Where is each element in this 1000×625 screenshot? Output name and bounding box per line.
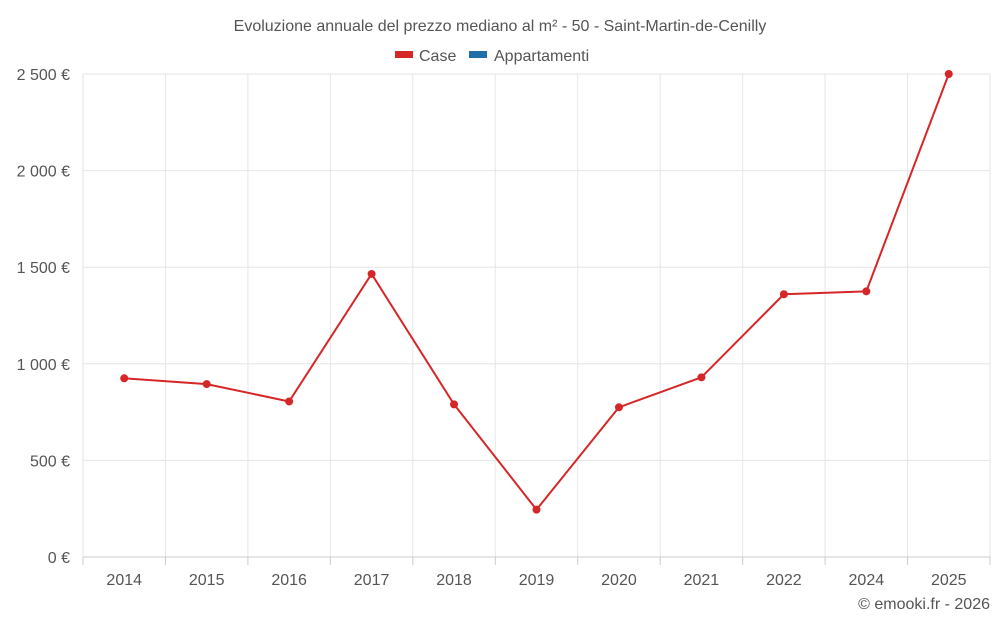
legend-label-case: Case (419, 48, 456, 65)
grid-y (83, 73, 990, 461)
legend-item-case[interactable]: Case (395, 48, 456, 65)
data-point[interactable] (862, 287, 871, 296)
x-tick-label: 2016 (271, 572, 307, 589)
chart-title: Evoluzione annuale del prezzo mediano al… (234, 18, 767, 35)
data-point[interactable] (614, 403, 623, 412)
y-tick-label: 0 € (48, 550, 70, 567)
x-tick-label: 2022 (766, 572, 802, 589)
y-tick-label: 2 500 € (17, 67, 70, 84)
x-tick-label: 2021 (684, 572, 720, 589)
x-tick-label: 2017 (354, 572, 390, 589)
legend-swatch-case (395, 51, 413, 58)
data-point[interactable] (450, 400, 459, 409)
series-points (120, 70, 953, 514)
data-point[interactable] (202, 380, 211, 389)
y-tick-label: 1 500 € (17, 260, 70, 277)
legend-swatch-appartamenti (469, 51, 487, 58)
y-tick-label: 2 000 € (17, 164, 70, 181)
data-point[interactable] (779, 290, 788, 299)
data-point[interactable] (532, 505, 541, 514)
x-tick-label: 2019 (519, 572, 555, 589)
y-axis-labels: 0 € 500 € 1 000 € 1 500 € 2 000 € 2 500 € (17, 67, 70, 567)
x-tick-label: 2018 (436, 572, 472, 589)
data-point[interactable] (285, 397, 294, 406)
legend: Case Appartamenti (395, 48, 589, 65)
legend-item-appartamenti[interactable]: Appartamenti (469, 48, 589, 65)
x-tick-label: 2024 (849, 572, 885, 589)
x-tick-label: 2014 (106, 572, 142, 589)
x-tick-label: 2015 (189, 572, 225, 589)
y-tick-label: 500 € (30, 453, 70, 470)
credit-text: © emooki.fr - 2026 (858, 596, 990, 613)
grid-x (82, 74, 991, 565)
data-point[interactable] (120, 374, 129, 383)
data-point[interactable] (697, 373, 706, 382)
x-axis-labels: 2014 2015 2016 2017 2018 2019 2020 2021 2022 2024… (106, 572, 966, 589)
y-tick-label: 1 000 € (17, 357, 70, 374)
data-point[interactable] (367, 269, 376, 278)
data-point[interactable] (944, 70, 953, 78)
legend-label-appartamenti: Appartamenti (494, 48, 589, 65)
x-tick-label: 2020 (601, 572, 637, 589)
x-tick-label: 2025 (931, 572, 967, 589)
